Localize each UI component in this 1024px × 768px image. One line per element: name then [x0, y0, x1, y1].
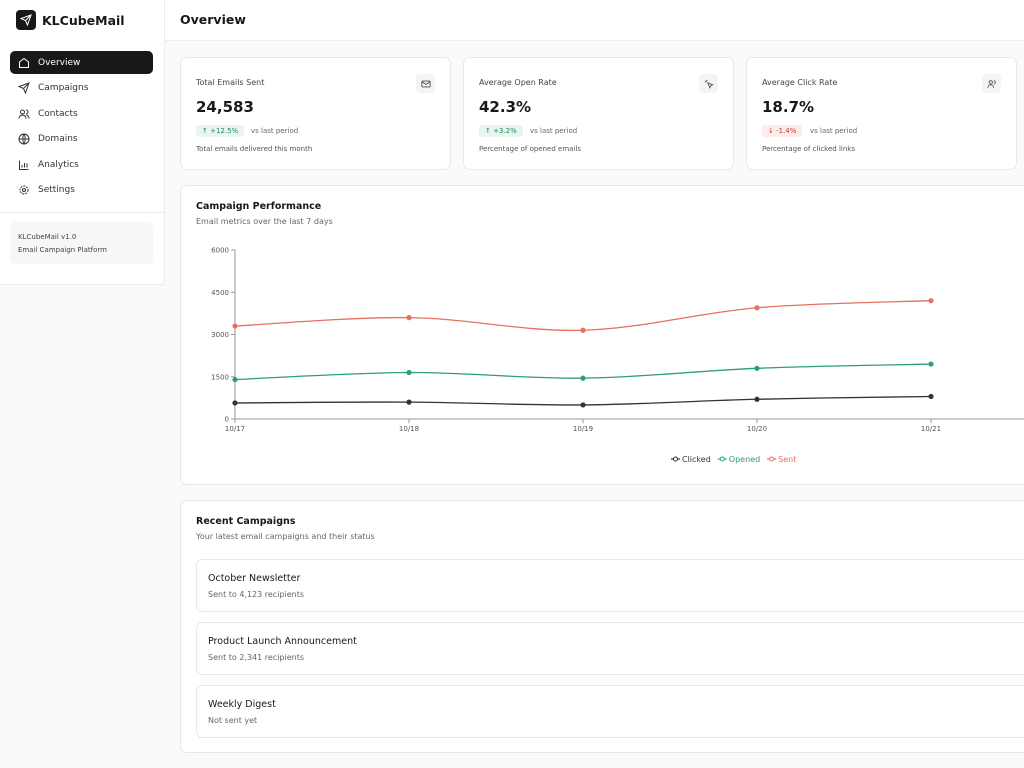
- data-point: [580, 327, 586, 333]
- nav-label: Domains: [38, 134, 78, 145]
- legend-swatch: [673, 456, 678, 462]
- recent-subtitle: Your latest email campaigns and their st…: [196, 532, 375, 541]
- stat-description: Percentage of clicked links: [762, 145, 855, 153]
- data-point: [232, 400, 238, 406]
- stat-label: Average Open Rate: [479, 78, 557, 87]
- stat-card: Average Open Rate 42.3% ↑ +3.2% vs last …: [463, 57, 734, 170]
- nav-item[interactable]: Analytics: [10, 153, 153, 176]
- stat-label: Total Emails Sent: [196, 78, 265, 87]
- data-point: [232, 376, 238, 383]
- data-point: [406, 369, 412, 376]
- data-point: [406, 315, 412, 321]
- stat-change: ↑ +3.2%: [479, 125, 523, 137]
- x-tick-label: 10/18: [399, 425, 419, 433]
- y-tick-label: 4500: [211, 289, 229, 297]
- header: Overview: [165, 0, 1024, 41]
- data-point: [754, 396, 760, 402]
- campaign-detail: Sent to 4,123 recipients: [208, 590, 305, 599]
- campaign-name: Weekly Digest: [208, 699, 276, 710]
- legend-label: Clicked: [682, 455, 711, 464]
- data-point: [928, 298, 934, 304]
- legend: Clicked Opened Sent: [671, 455, 796, 464]
- data-point: [580, 375, 586, 381]
- nav-item[interactable]: Domains: [10, 128, 153, 151]
- campaign-name: Product Launch Announcement: [208, 636, 357, 647]
- campaign-detail: Sent to 2,341 recipients: [208, 653, 305, 662]
- stat-value: 18.7%: [762, 98, 815, 116]
- stat-description: Total emails delivered this month: [196, 145, 313, 153]
- nav-label: Overview: [38, 57, 81, 68]
- nav-label: Contacts: [38, 108, 78, 119]
- data-point: [580, 402, 586, 408]
- x-tick-label: 10/17: [225, 425, 245, 433]
- campaign-item[interactable]: October Newsletter Sent to 4,123 recipien…: [196, 559, 1024, 612]
- stat-change: ↑ +12.5%: [196, 125, 245, 137]
- version: KLCubeMail v1.0: [18, 233, 77, 241]
- stat-change-text: -1.4%: [776, 127, 797, 135]
- campaign-item[interactable]: Weekly Digest Not sent yet: [196, 685, 1024, 738]
- data-point: [928, 393, 934, 400]
- stat-change: ↓ -1.4%: [762, 125, 803, 137]
- stat-icon: [416, 74, 435, 93]
- nav-label: Campaigns: [38, 83, 89, 94]
- chart-subtitle: Email metrics over the last 7 days: [196, 217, 333, 226]
- nav-label: Settings: [38, 185, 75, 196]
- separator: [0, 212, 164, 213]
- nav: Overview Campaigns Contacts Domains Anal…: [10, 51, 153, 205]
- stat-comparison: vs last period: [810, 127, 858, 135]
- y-tick-label: 6000: [211, 247, 229, 255]
- stat-label: Average Click Rate: [762, 78, 838, 87]
- x-tick-label: 10/21: [921, 425, 941, 433]
- legend-label: Sent: [778, 455, 796, 464]
- data-point: [232, 323, 238, 329]
- x-tick-label: 10/20: [747, 425, 767, 433]
- page-title: Overview: [180, 12, 246, 27]
- nav-item[interactable]: Campaigns: [10, 77, 153, 100]
- stat-change-text: +3.2%: [493, 127, 517, 135]
- stat-value: 42.3%: [479, 98, 532, 116]
- stat-card: Total Emails Sent 24,583 ↑ +12.5% vs las…: [180, 57, 451, 170]
- nav-label: Analytics: [38, 159, 79, 170]
- stat-icon: [699, 74, 718, 93]
- stat-value: 24,583: [196, 98, 254, 116]
- legend-label: Opened: [729, 455, 760, 464]
- data-point: [928, 361, 934, 367]
- stat-comparison: vs last period: [251, 127, 299, 135]
- stat-description: Percentage of opened emails: [479, 145, 581, 153]
- data-point: [754, 365, 760, 371]
- y-tick-label: 1500: [211, 373, 229, 381]
- recent-card: Recent Campaigns Your latest email campa…: [180, 500, 1024, 753]
- sidebar-footer: KLCubeMail v1.0 Email Campaign Platform: [10, 222, 153, 264]
- stat-change-text: +12.5%: [210, 127, 239, 135]
- series-line: [234, 300, 932, 332]
- legend-swatch: [769, 456, 775, 462]
- tagline: Email Campaign Platform: [18, 246, 107, 254]
- campaign-detail: Not sent yet: [208, 716, 258, 725]
- nav-item[interactable]: Overview: [10, 51, 153, 74]
- chart: 0 1500 3000 4500 6000 10/17 10/18 10/19 10/20 10/…: [211, 247, 1024, 464]
- sidebar: KLCubeMail Overview Campaigns Contacts D…: [0, 0, 165, 285]
- brand-name: KLCubeMail: [42, 12, 125, 28]
- stat-card: Average Click Rate 18.7% ↓ -1.4% vs last…: [746, 57, 1017, 170]
- y-tick-label: 3000: [211, 331, 229, 339]
- recent-title: Recent Campaigns: [196, 516, 296, 527]
- brand[interactable]: KLCubeMail: [16, 10, 125, 30]
- chart-card: Campaign Performance Email metrics over …: [180, 185, 1024, 485]
- chart-title: Campaign Performance: [196, 201, 322, 212]
- legend-swatch: [719, 456, 725, 462]
- data-point: [406, 399, 412, 405]
- y-tick-label: 0: [225, 416, 229, 424]
- data-point: [754, 305, 760, 311]
- x-tick-label: 10/19: [573, 425, 593, 433]
- nav-item[interactable]: Settings: [10, 179, 153, 202]
- logo: [16, 10, 36, 30]
- campaign-name: October Newsletter: [208, 573, 301, 584]
- stat-comparison: vs last period: [530, 127, 578, 135]
- stat-icon: [982, 74, 1001, 93]
- nav-item[interactable]: Contacts: [10, 102, 153, 125]
- campaign-item[interactable]: Product Launch Announcement Sent to 2,341…: [196, 622, 1024, 675]
